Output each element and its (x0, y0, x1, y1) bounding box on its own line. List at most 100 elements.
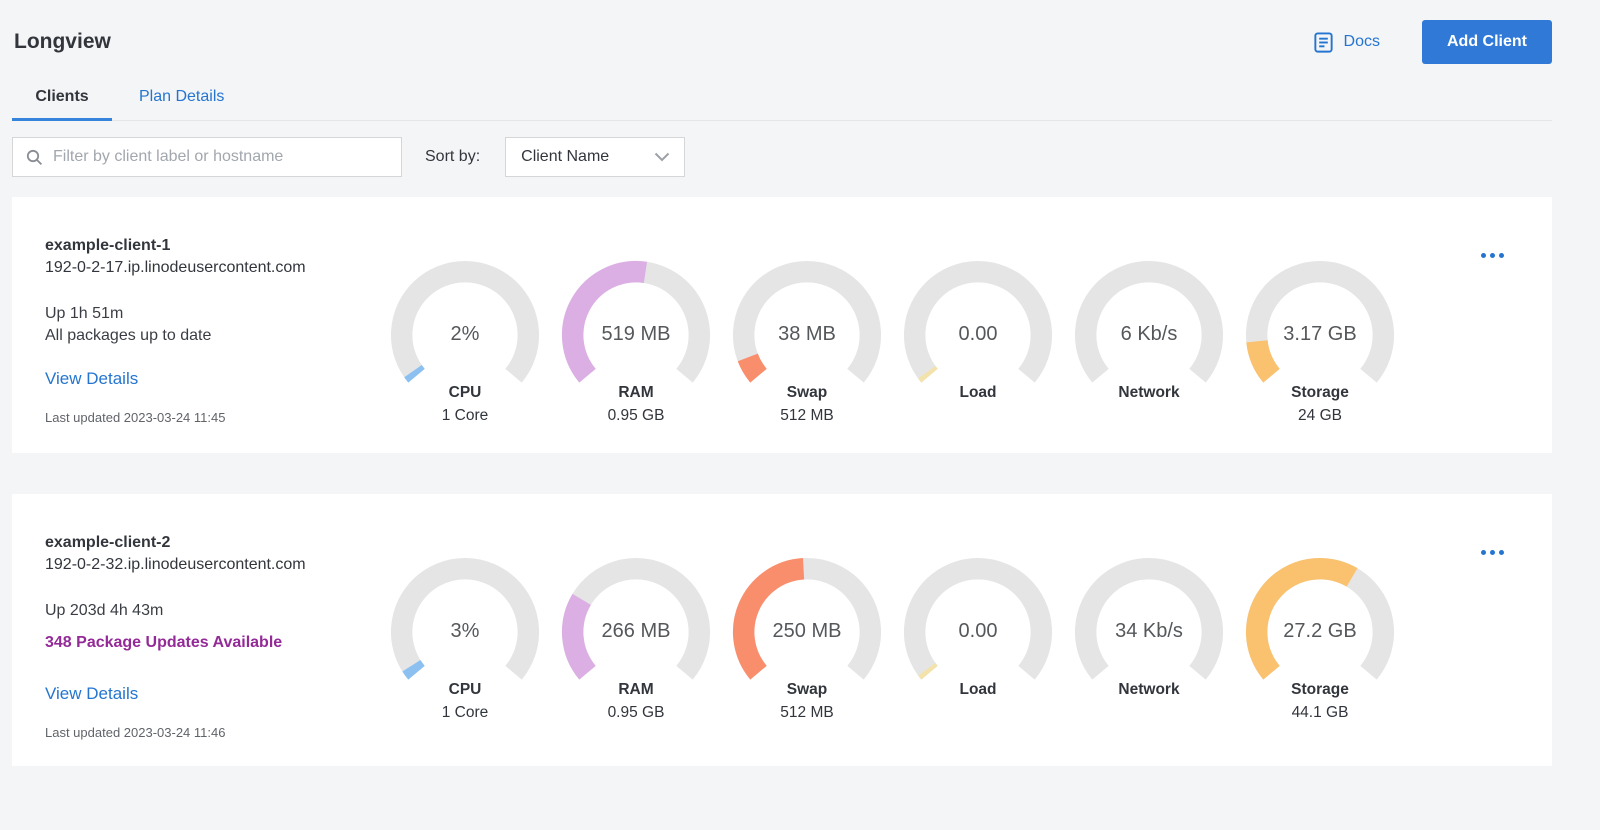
client-list: example-client-1 192-0-2-17.ip.linodeuser… (12, 197, 1552, 766)
filter-input-wrapper (12, 137, 402, 177)
docs-icon (1312, 31, 1335, 54)
gauge-labels: Storage 24 GB (1244, 381, 1396, 427)
gauge-dial: 38 MB (731, 259, 883, 411)
gauge-track (732, 260, 882, 383)
client-uptime: Up 1h 51m (45, 305, 124, 322)
page-header: Longview Docs Add Client (12, 0, 1552, 64)
gauge-value: 250 MB (772, 620, 842, 643)
gauge-value: 0.00 (958, 620, 998, 643)
gauge-metric-label: Swap (786, 384, 828, 401)
ellipsis-dot (1490, 550, 1495, 555)
gauge-dial: 0.00 (902, 556, 1054, 708)
sort-select[interactable]: Client Name (505, 137, 686, 177)
gauge-metric-label: Network (1118, 384, 1180, 401)
gauge-network: 6 Kb/s Network (1073, 259, 1225, 427)
gauge-sublabel: 1 Core (441, 704, 489, 721)
gauge-sublabel: 512 MB (780, 407, 834, 424)
gauge-labels: Storage 44.1 GB (1244, 678, 1396, 724)
gauge-labels: CPU 1 Core (389, 381, 541, 427)
gauge-sublabel: 512 MB (780, 704, 834, 721)
gauge-value-arc (402, 659, 425, 680)
client-hostname: 192-0-2-17.ip.linodeusercontent.com (45, 259, 306, 276)
ellipsis-menu-button[interactable] (1477, 546, 1508, 559)
client-info: example-client-1 192-0-2-17.ip.linodeuser… (45, 237, 377, 427)
gauge-ram: 519 MB RAM 0.95 GB (560, 259, 712, 427)
gauge-swap: 250 MB Swap 512 MB (731, 556, 883, 740)
gauge-value: 27.2 GB (1283, 620, 1357, 643)
filter-input[interactable] (53, 138, 401, 176)
gauge-dial: 27.2 GB (1244, 556, 1396, 708)
gauge-metric-label: Swap (786, 681, 828, 698)
gauge-value-arc (737, 353, 767, 383)
chevron-down-icon (654, 152, 670, 162)
gauge-value-arc (561, 593, 596, 680)
gauge-labels: CPU 1 Core (389, 678, 541, 724)
view-details-link[interactable]: View Details (45, 684, 139, 703)
view-details-link[interactable]: View Details (45, 369, 139, 388)
gauge-labels: Swap 512 MB (731, 678, 883, 724)
gauge-value: 3.17 GB (1283, 323, 1357, 346)
gauge-value: 6 Kb/s (1120, 323, 1178, 346)
gauge-labels: Network (1073, 381, 1225, 427)
gauge-metric-label: Storage (1291, 384, 1349, 401)
ellipsis-menu-button[interactable] (1477, 249, 1508, 262)
gauge-storage: 27.2 GB Storage 44.1 GB (1244, 556, 1396, 740)
gauge-value-arc (732, 558, 805, 680)
gauge-labels: RAM 0.95 GB (560, 678, 712, 724)
gauge-labels: Swap 512 MB (731, 381, 883, 427)
gauge-load: 0.00 Load (902, 259, 1054, 427)
header-actions: Docs Add Client (1312, 20, 1552, 64)
gauge-value: 2% (450, 323, 480, 346)
gauge-metric-label: Storage (1291, 681, 1349, 698)
gauge-track (1074, 557, 1224, 680)
packages-status: All packages up to date (45, 327, 212, 344)
longview-page: Longview Docs Add Client Clients Plan De… (12, 0, 1552, 766)
gauge-track (1074, 260, 1224, 383)
client-card: example-client-1 192-0-2-17.ip.linodeuser… (12, 197, 1552, 453)
gauge-metric-label: CPU (448, 384, 482, 401)
gauge-ram: 266 MB RAM 0.95 GB (560, 556, 712, 740)
gauge-metric-label: CPU (448, 681, 482, 698)
gauge-value: 266 MB (601, 620, 671, 643)
gauge-dial: 6 Kb/s (1073, 259, 1225, 411)
gauge-network: 34 Kb/s Network (1073, 556, 1225, 740)
search-icon (26, 149, 43, 166)
add-client-button[interactable]: Add Client (1422, 20, 1552, 64)
tab-clients[interactable]: Clients (12, 78, 112, 121)
gauge-value-arc (1245, 557, 1358, 680)
client-name: example-client-1 (45, 237, 171, 254)
gauges-row: 3% CPU 1 Core 266 MB RAM 0.95 GB 250 MB Swap 512… (377, 556, 1522, 740)
last-updated: Last updated 2023-03-24 11:46 (45, 725, 226, 740)
ellipsis-dot (1490, 253, 1495, 258)
gauge-value: 0.00 (958, 323, 998, 346)
client-uptime: Up 203d 4h 43m (45, 602, 164, 619)
gauge-storage: 3.17 GB Storage 24 GB (1244, 259, 1396, 427)
client-card: example-client-2 192-0-2-32.ip.linodeuser… (12, 494, 1552, 766)
gauge-value: 519 MB (601, 323, 671, 346)
gauge-track (390, 260, 540, 383)
gauge-metric-label: Network (1118, 681, 1180, 698)
gauge-labels: RAM 0.95 GB (560, 381, 712, 427)
package-updates-alert: 348 Package Updates Available (45, 634, 283, 651)
gauge-dial: 34 Kb/s (1073, 556, 1225, 708)
gauges-row: 2% CPU 1 Core 519 MB RAM 0.95 GB 38 MB Swap 512 … (377, 259, 1522, 427)
gauge-track (903, 557, 1053, 680)
gauge-value-arc (404, 364, 425, 383)
gauge-dial: 266 MB (560, 556, 712, 708)
tab-plan-details[interactable]: Plan Details (139, 88, 225, 105)
filter-toolbar: Sort by: Client Name (12, 137, 1552, 177)
ellipsis-dot (1499, 550, 1504, 555)
gauge-swap: 38 MB Swap 512 MB (731, 259, 883, 427)
gauge-labels: Load (902, 678, 1054, 724)
gauge-value: 34 Kb/s (1115, 620, 1183, 643)
gauge-metric-label: RAM (618, 681, 654, 698)
gauge-dial: 519 MB (560, 259, 712, 411)
gauge-sublabel: 0.95 GB (607, 704, 665, 721)
client-info: example-client-2 192-0-2-32.ip.linodeuser… (45, 534, 377, 740)
docs-link[interactable]: Docs (1312, 31, 1380, 54)
gauge-dial: 2% (389, 259, 541, 411)
gauge-track (390, 557, 540, 680)
gauge-dial: 3% (389, 556, 541, 708)
gauge-sublabel: 24 GB (1298, 407, 1342, 424)
docs-link-label: Docs (1343, 33, 1380, 50)
